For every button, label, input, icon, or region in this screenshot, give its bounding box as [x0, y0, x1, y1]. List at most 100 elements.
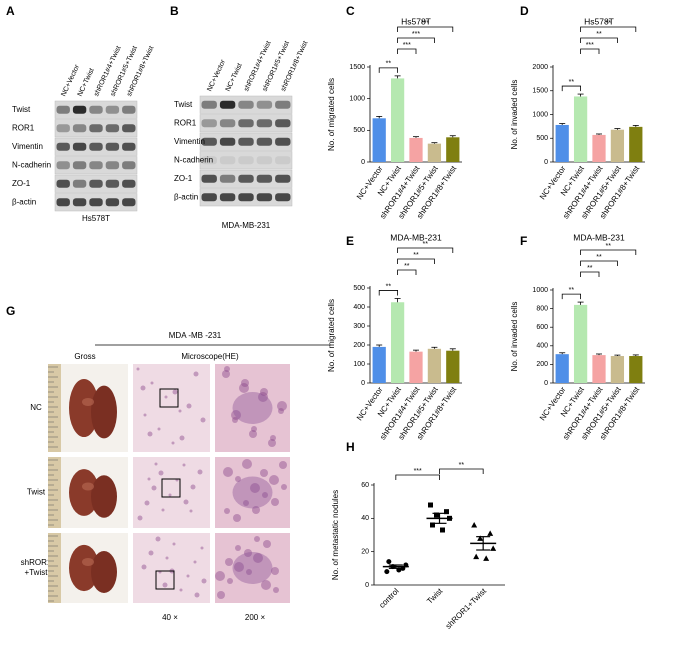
blot-band — [275, 119, 291, 128]
lung-highlight — [82, 482, 94, 491]
blot-row-label: Twist — [12, 105, 31, 114]
magnification: 40 × — [162, 613, 178, 622]
he-nodule — [232, 392, 273, 424]
blot-band — [122, 124, 136, 133]
dot — [434, 512, 439, 518]
he-cluster — [243, 500, 249, 506]
lung-lobe — [69, 469, 99, 516]
bar — [446, 350, 460, 383]
he-image — [133, 364, 210, 452]
he-cluster — [189, 509, 193, 513]
histology-row-label: Twist — [27, 488, 46, 497]
he-cluster — [222, 370, 230, 378]
significance-bracket — [580, 260, 618, 266]
he-cluster — [193, 560, 197, 564]
significance-bracket — [561, 293, 581, 300]
blot-band — [72, 198, 87, 207]
lung-lobe — [91, 551, 117, 593]
he-cluster — [168, 493, 172, 497]
ruler — [48, 364, 61, 452]
blot-band — [201, 174, 217, 183]
he-cluster — [154, 462, 158, 466]
bar — [610, 129, 625, 162]
he-cluster — [172, 542, 176, 546]
he-image — [133, 533, 210, 603]
he-cluster — [262, 492, 268, 498]
blot-band — [219, 100, 236, 109]
he-cluster — [194, 592, 200, 598]
significance-bracket — [580, 249, 637, 255]
significance-bracket — [397, 247, 454, 253]
blot-band — [219, 156, 236, 165]
histology-row-label: NC — [30, 403, 42, 412]
blot-band — [89, 105, 103, 114]
lung-lobe — [69, 544, 99, 592]
significance-bracket — [439, 468, 484, 474]
dot — [386, 559, 392, 565]
blot-strip — [54, 156, 138, 175]
he-cluster — [137, 515, 143, 521]
blot-band — [122, 198, 136, 207]
y-axis-label: No. of invaded cells — [510, 80, 519, 150]
he-cluster — [162, 582, 168, 588]
dot — [483, 555, 490, 561]
chart-title: MDA-MB-231 — [573, 232, 625, 242]
he-cluster — [249, 430, 257, 438]
blot-band — [238, 193, 254, 202]
panel-letter: A — [6, 4, 15, 18]
he-cluster — [225, 558, 233, 566]
y-tick-label: 100 — [353, 361, 365, 368]
he-cluster — [158, 470, 164, 476]
he-cluster — [144, 500, 150, 506]
blot-band — [105, 161, 120, 170]
he-cluster — [179, 435, 185, 441]
he-cluster — [143, 413, 147, 417]
y-tick-label: 400 — [353, 304, 365, 311]
blot-band — [219, 119, 236, 128]
blot-band — [56, 142, 70, 151]
he-cluster — [242, 459, 252, 469]
significance-label: ** — [569, 79, 575, 86]
zoom-box — [159, 388, 179, 408]
significance-bracket — [397, 26, 454, 32]
panel-letter: C — [346, 4, 355, 18]
significance-bracket — [397, 269, 417, 275]
he-cluster — [165, 556, 169, 560]
he-cluster — [273, 587, 279, 593]
y-tick-label: 40 — [361, 515, 369, 522]
he-cluster — [186, 403, 192, 409]
chart-title: MDA-MB-231 — [390, 232, 442, 242]
he-image — [215, 364, 290, 452]
blot-column-label: NC+Twist — [225, 62, 244, 92]
bar — [592, 355, 606, 383]
zoom-box — [155, 570, 175, 590]
he-cluster — [215, 571, 225, 581]
he-cluster — [277, 401, 287, 411]
he-cluster — [182, 463, 186, 467]
significance-label: ** — [605, 243, 611, 250]
bar — [573, 96, 588, 162]
blot-row-label: β-actin — [12, 197, 36, 206]
he-cluster — [268, 439, 276, 447]
blot-band — [238, 137, 254, 146]
significance-bracket — [378, 290, 398, 296]
bar — [610, 356, 625, 383]
y-tick-label: 1500 — [349, 64, 365, 71]
he-cluster — [150, 381, 154, 385]
y-tick-label: 0 — [361, 159, 365, 166]
blot-band — [105, 198, 120, 207]
he-cluster — [155, 536, 161, 542]
panel-letter: D — [520, 4, 529, 18]
bar — [409, 351, 423, 383]
lung-lobe — [91, 475, 117, 518]
blot-band — [72, 105, 87, 114]
dot — [444, 509, 449, 515]
histology-title: MDA -MB -231 — [169, 331, 222, 340]
significance-bracket — [580, 26, 637, 32]
histology-column: Gross — [74, 352, 95, 361]
blot-band — [201, 156, 217, 165]
dot — [490, 545, 497, 551]
lung-highlight — [82, 398, 94, 406]
he-cluster — [233, 514, 241, 522]
bar — [427, 348, 442, 383]
